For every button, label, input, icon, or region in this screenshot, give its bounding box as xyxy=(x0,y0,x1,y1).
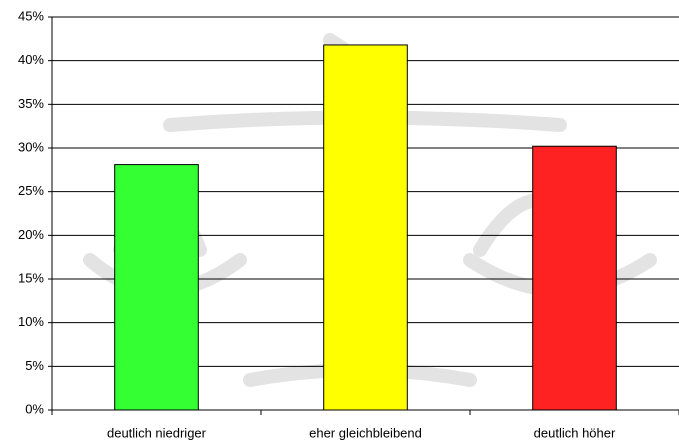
y-tick-label: 25% xyxy=(18,183,44,198)
y-tick-label: 10% xyxy=(18,314,44,329)
y-tick-label: 5% xyxy=(25,358,44,373)
y-tick-label: 20% xyxy=(18,227,44,242)
y-tick-label: 15% xyxy=(18,270,44,285)
bar xyxy=(323,44,408,411)
bar xyxy=(114,164,199,411)
y-tick-label: 45% xyxy=(18,8,44,23)
x-tick-label: eher gleichbleibend xyxy=(309,425,422,440)
y-tick-label: 0% xyxy=(25,401,44,416)
y-tick-label: 35% xyxy=(18,96,44,111)
x-tick-label: deutlich niedriger xyxy=(107,425,207,440)
y-tick-label: 30% xyxy=(18,139,44,154)
bar xyxy=(532,145,617,411)
x-tick-label: deutlich höher xyxy=(534,425,616,440)
y-tick-label: 40% xyxy=(18,52,44,67)
